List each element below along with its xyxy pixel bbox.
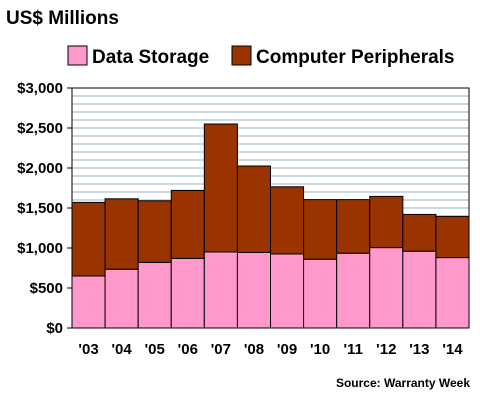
bar-data-storage (170, 257, 205, 329)
bar-data-storage (402, 250, 437, 329)
y-tick-label: $2,000 (17, 160, 63, 177)
bar-data-storage (303, 258, 338, 329)
bar-computer-peripherals (236, 165, 272, 253)
bar-data-storage (435, 257, 470, 329)
x-tick-label: '14 (442, 341, 463, 358)
x-tick-label: '05 (145, 341, 165, 358)
bar-data-storage (137, 261, 172, 329)
bar-computer-peripherals (435, 215, 470, 259)
bar-computer-peripherals (170, 189, 205, 259)
x-tick-label: '13 (409, 341, 429, 358)
bar-data-storage (104, 268, 139, 329)
bar-data-storage (71, 275, 106, 329)
bar-computer-peripherals (369, 195, 404, 249)
bar-data-storage (270, 253, 305, 329)
bar-data-storage (336, 252, 371, 329)
bar-computer-peripherals (137, 200, 172, 263)
legend-label-computer-peripherals: Computer Peripherals (256, 47, 455, 68)
bar-computer-peripherals (270, 186, 305, 255)
bar-data-storage (236, 251, 272, 329)
y-tick-label: $500 (30, 280, 63, 297)
y-tick-label: $1,500 (17, 200, 63, 217)
x-tick-label: '03 (78, 341, 98, 358)
y-tick-label: $0 (46, 320, 63, 337)
bar-data-storage (369, 247, 404, 329)
y-tick-label: $1,000 (17, 240, 63, 257)
bar-computer-peripherals (203, 123, 238, 253)
x-tick-label: '08 (244, 341, 264, 358)
bar-computer-peripherals (303, 199, 338, 260)
legend-swatch-computer-peripherals (231, 45, 252, 66)
bar-computer-peripherals (402, 213, 437, 252)
y-tick-label: $2,500 (17, 120, 63, 137)
x-tick-label: '04 (111, 341, 132, 358)
x-tick-label: '10 (310, 341, 330, 358)
x-tick-label: '11 (343, 341, 362, 358)
plot-area: '03 '04 '05 '06 '07 '08 '09 '10 '11 '12 '13 '14 $0 $5… (17, 80, 470, 358)
legend: Data Storage Computer Peripherals (67, 45, 455, 68)
x-tick-label: '09 (277, 341, 297, 358)
bar-data-storage (203, 251, 238, 329)
legend-label-data-storage: Data Storage (92, 47, 209, 68)
source-note: Source: Warranty Week (336, 376, 470, 390)
bar-computer-peripherals (104, 198, 139, 270)
y-axis-title: US$ Millions (6, 8, 119, 29)
y-tick-label: $3,000 (17, 80, 63, 97)
bar-computer-peripherals (71, 201, 106, 277)
x-tick-label: '12 (376, 341, 396, 358)
x-tick-label: '07 (211, 341, 231, 358)
bar-computer-peripherals (336, 199, 371, 254)
legend-swatch-data-storage (67, 45, 88, 66)
x-tick-label: '06 (178, 341, 198, 358)
